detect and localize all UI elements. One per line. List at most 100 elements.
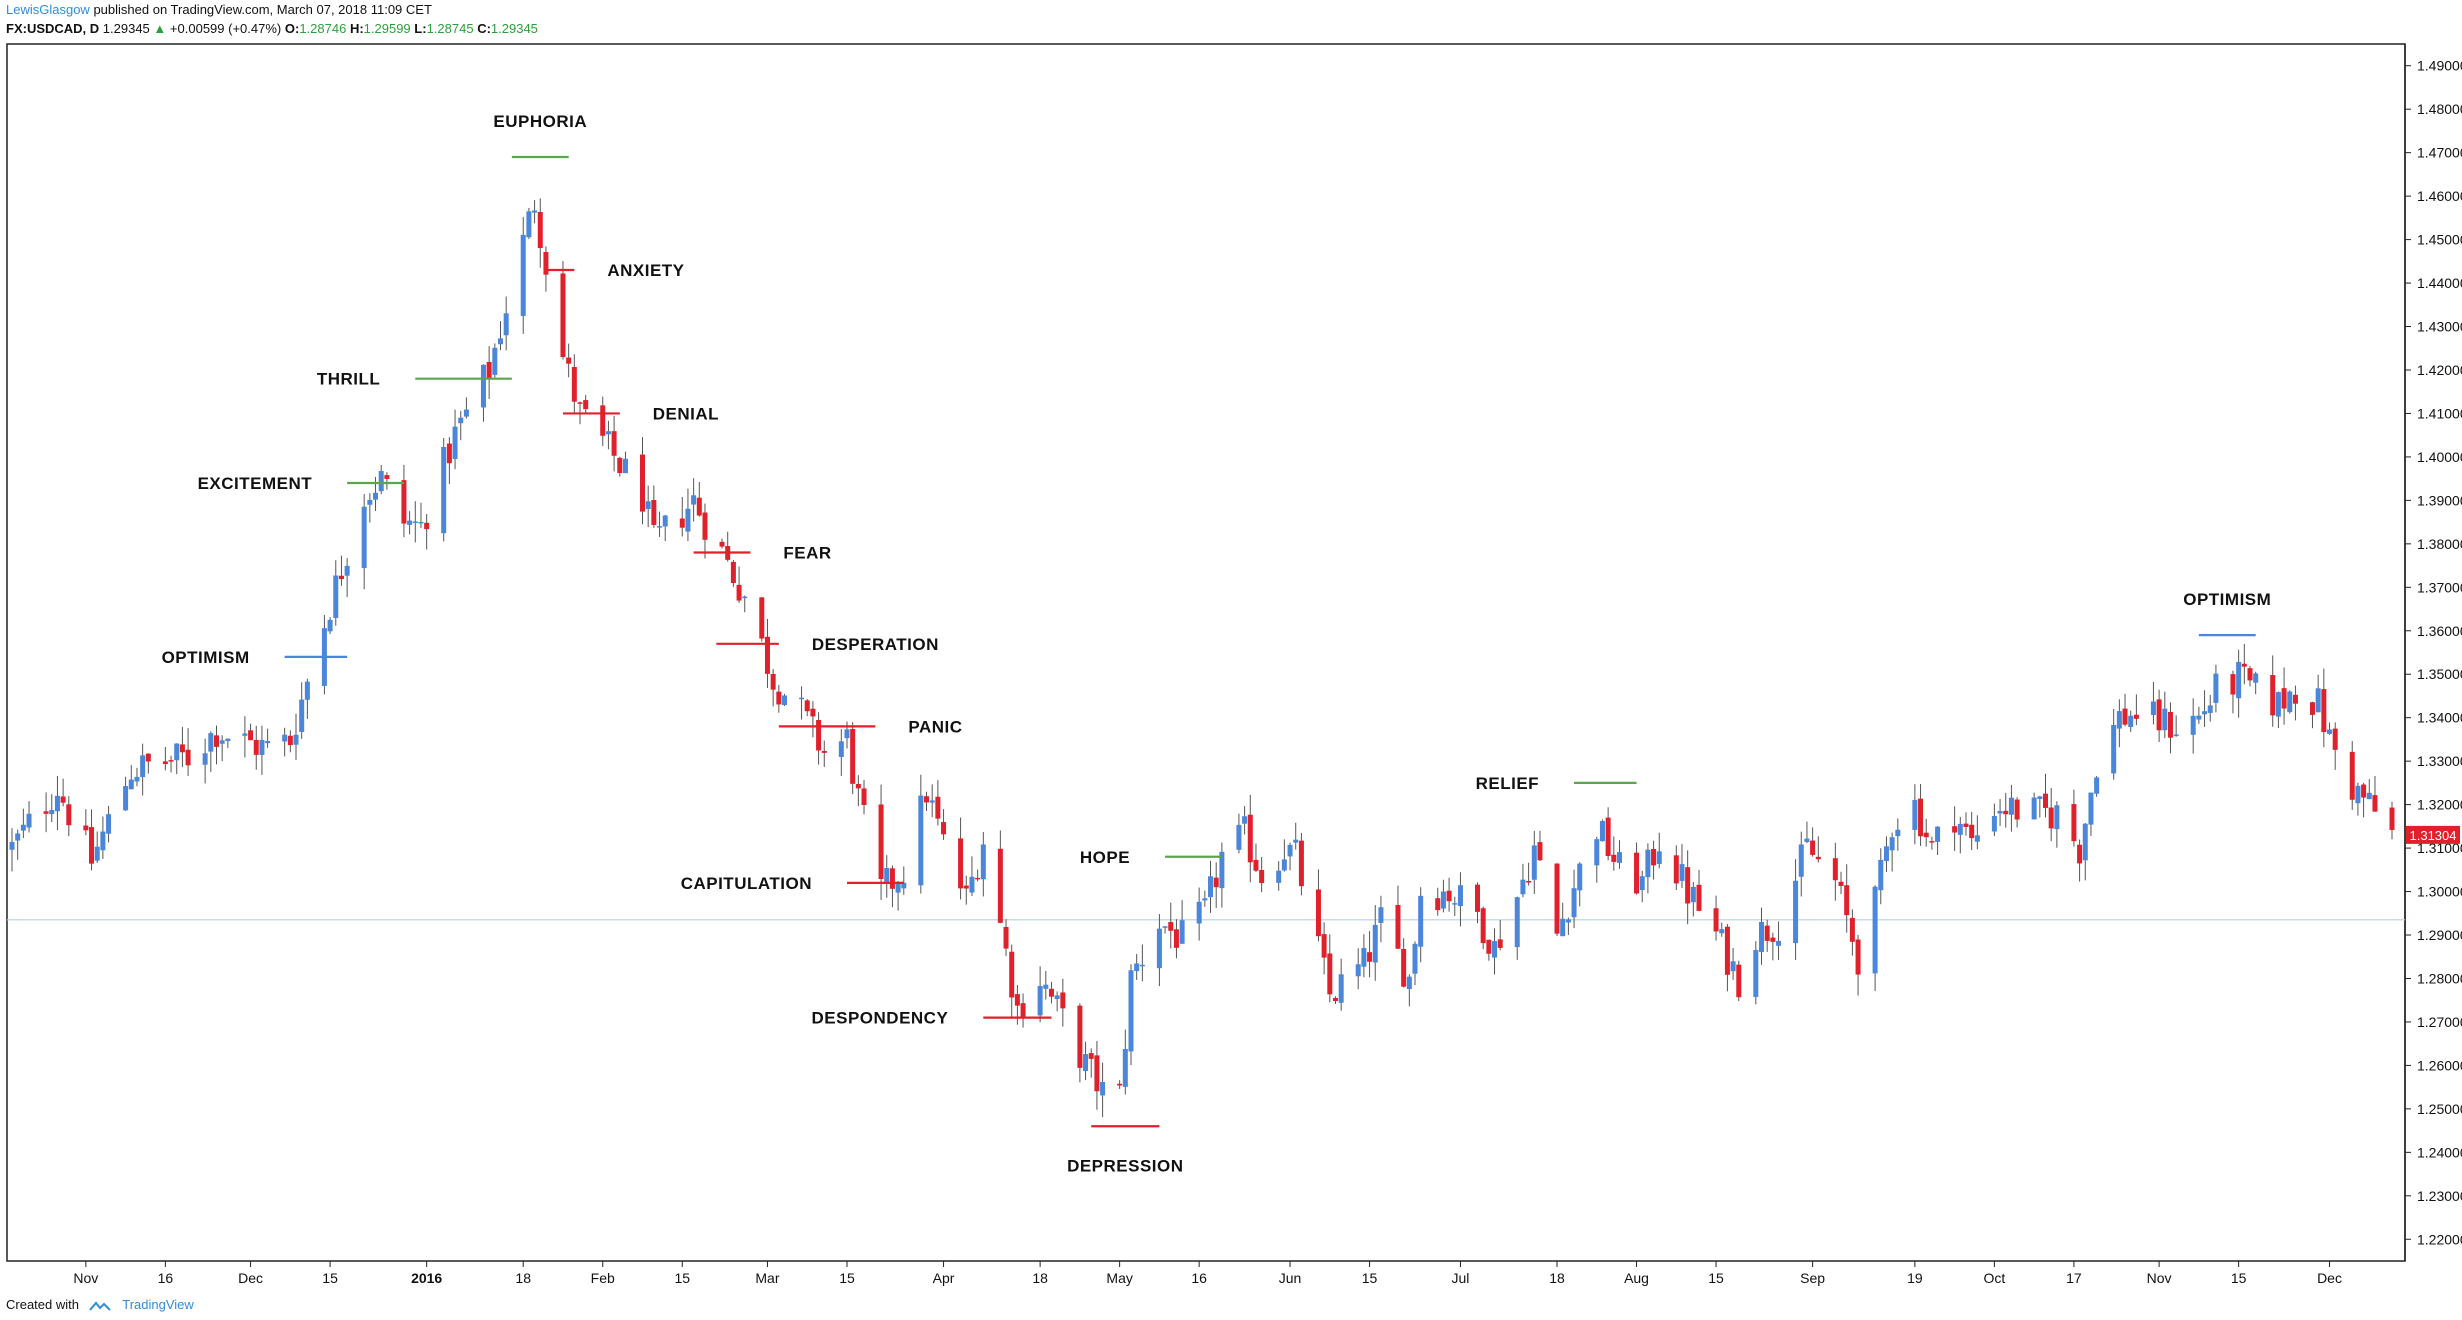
candle-body [338, 575, 344, 580]
candle-body [1474, 884, 1480, 912]
candle-body [997, 848, 1003, 923]
x-tick-label: Feb [591, 1270, 615, 1286]
annotation-label: DENIAL [653, 404, 719, 423]
candle-body [1815, 856, 1821, 860]
candle-body [611, 431, 617, 456]
candle-body [640, 454, 646, 512]
candle-body [1418, 895, 1424, 947]
candle-body [1202, 898, 1208, 901]
candle-body [2207, 705, 2213, 713]
candle-body [2150, 701, 2156, 715]
candle-body [1997, 810, 2003, 814]
candle-body [1054, 995, 1060, 1000]
candle-body [412, 521, 418, 523]
candle-body [2008, 797, 2014, 815]
candle-body [43, 811, 49, 814]
candle-body [855, 783, 861, 789]
candle-body [1832, 858, 1838, 881]
candle-body [1611, 854, 1617, 862]
candle-body [2190, 715, 2196, 735]
candle-body [441, 446, 447, 534]
candle-body [1849, 917, 1855, 942]
candle-body [691, 495, 697, 505]
candle-body [1213, 877, 1219, 888]
x-tick-label: 15 [1708, 1270, 1724, 1286]
candle-body [1236, 824, 1242, 850]
candle-body [424, 522, 430, 530]
candle-body [532, 210, 538, 213]
author-link[interactable]: LewisGlasgow [6, 2, 90, 17]
candle-body [1208, 876, 1214, 898]
candle-body [2253, 673, 2259, 683]
candle-body [1838, 881, 1844, 886]
candle-body [1639, 876, 1645, 891]
candle-body [162, 761, 168, 765]
candle-body [1594, 839, 1600, 866]
candle-body [185, 749, 191, 766]
candle-body [1259, 870, 1265, 884]
candle-body [861, 788, 867, 805]
candle-body [458, 417, 464, 424]
candle-body [2196, 715, 2202, 720]
candle-body [764, 636, 770, 674]
candle-body [2031, 797, 2037, 820]
candle-body [2116, 711, 2122, 729]
candle-body [1315, 889, 1321, 937]
candle-body [1690, 886, 1696, 903]
y-tick-label: 1.42000 [2417, 362, 2462, 378]
candle-body [2270, 675, 2276, 716]
candle-body [1020, 1003, 1026, 1018]
x-tick-label: Dec [238, 1270, 263, 1286]
candle-body [816, 719, 822, 751]
candle-body [1372, 924, 1378, 963]
candle-body [1156, 928, 1162, 969]
candle-body [1605, 817, 1611, 857]
candle-body [418, 521, 424, 524]
candle-body [1321, 934, 1327, 958]
symbol-label: FX:USDCAD, D [6, 21, 100, 36]
candle-body [1872, 886, 1878, 974]
candle-body [895, 884, 901, 893]
candle-body [1935, 826, 1941, 842]
candle-body [1037, 986, 1043, 1016]
candle-body [20, 824, 26, 831]
candle-body [719, 541, 725, 547]
candle-body [1577, 863, 1583, 891]
change-up-icon: ▲ [153, 21, 167, 36]
candle-body [282, 734, 288, 742]
candle-body [140, 755, 146, 778]
candle-body [821, 750, 827, 753]
candle-body [759, 597, 765, 639]
candle-body [174, 743, 180, 761]
y-tick-label: 1.37000 [2417, 579, 2462, 595]
candle-body [1196, 901, 1202, 924]
candle-body [480, 364, 486, 408]
candle-body [1753, 950, 1759, 997]
open-label: O: [284, 21, 300, 36]
candle-body [1077, 1005, 1083, 1068]
candle-body [844, 729, 850, 739]
candle-body [1173, 929, 1179, 948]
candle-body [651, 499, 657, 525]
candle-body [378, 471, 384, 492]
x-tick-label: 18 [1032, 1270, 1048, 1286]
annotation-label: DESPERATION [812, 635, 939, 654]
publish-info: LewisGlasgow published on TradingView.co… [6, 2, 432, 17]
y-tick-label: 1.32000 [2417, 797, 2462, 813]
candle-body [1276, 870, 1282, 883]
y-tick-label: 1.45000 [2417, 232, 2462, 248]
x-tick-label: 2016 [411, 1270, 442, 1286]
candle-body [980, 844, 986, 880]
candle-body [1094, 1055, 1100, 1092]
candle-body [2327, 729, 2333, 734]
y-tick-label: 1.48000 [2417, 101, 2462, 117]
candle-body [963, 885, 969, 889]
tradingview-link[interactable]: TradingView [122, 1297, 194, 1312]
candle-body [2202, 711, 2208, 715]
candle-body [889, 868, 895, 889]
candle-body [583, 400, 589, 410]
candle-body [975, 877, 981, 880]
y-tick-label: 1.31000 [2417, 840, 2462, 856]
annotation-label: FEAR [783, 544, 831, 563]
